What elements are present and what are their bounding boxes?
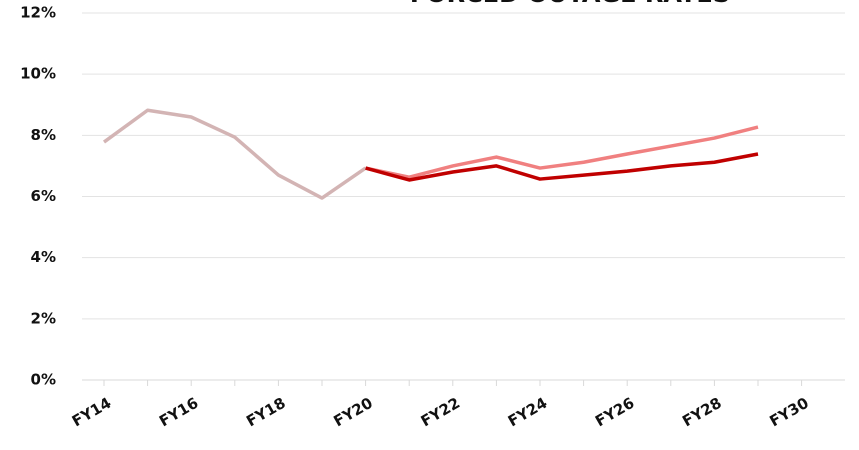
- series-line: [102, 108, 367, 200]
- y-tick-label: 4%: [31, 248, 56, 266]
- y-tick-label: 6%: [31, 187, 56, 205]
- series-line: [365, 152, 759, 182]
- x-tick-label: FY20: [330, 394, 375, 431]
- y-tick-label: 0%: [31, 371, 56, 389]
- x-tick-label: FY22: [418, 394, 463, 431]
- x-tick-label: FY24: [505, 394, 550, 431]
- y-tick-label: 2%: [31, 309, 56, 327]
- series-line: [365, 125, 759, 179]
- y-tick-label: 10%: [20, 65, 56, 83]
- y-tick-label: 8%: [31, 126, 56, 144]
- x-tick-label: FY26: [592, 394, 637, 431]
- chart-title: FORCED OUTAGE RATES: [410, 0, 730, 8]
- x-tick-label: FY14: [69, 394, 114, 431]
- x-tick-label: FY30: [766, 394, 811, 431]
- x-tick-label: FY28: [679, 394, 724, 431]
- y-tick-label: 12%: [20, 4, 56, 22]
- x-tick-label: FY16: [156, 394, 201, 431]
- x-tick-label: FY18: [243, 394, 288, 431]
